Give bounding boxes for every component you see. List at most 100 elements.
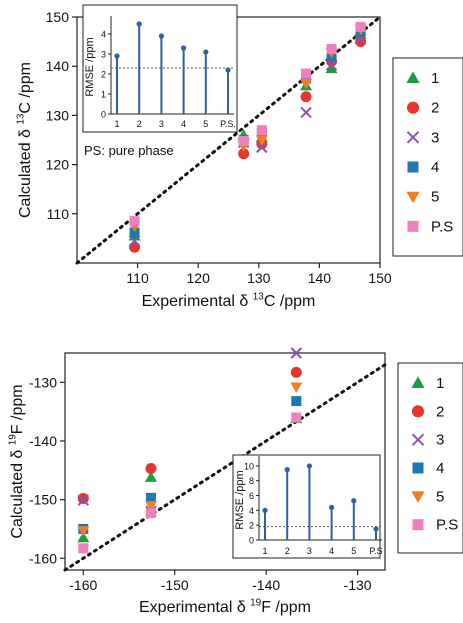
chart-panel-2: -160 -150 -140 -130 -160 -150 -140 -130 Experime… [7,347,463,616]
data-point [291,396,302,407]
data-point [77,494,89,506]
x-tick-label: 110 [126,270,149,286]
legend-label: 2 [431,100,439,117]
parity-line [63,363,387,572]
inset-stem-head [262,507,268,513]
data-point [255,135,268,146]
legend-marker [412,462,424,474]
inset-stem-head [306,463,312,469]
data-point [77,492,89,504]
data-point [144,500,157,512]
legend-marker [411,491,425,503]
inset-stem-head [284,467,290,473]
inset-stem-head [181,45,187,51]
x-tick-label: -130 [344,577,372,593]
legend-label: 4 [431,159,439,176]
series-2 [77,366,302,504]
legend-marker [411,433,425,446]
legend-marker [406,191,420,204]
data-point [290,366,302,378]
data-point [145,508,156,519]
series-P.S [129,21,366,227]
inset-stem-head [158,33,164,39]
y-tick-label: 150 [46,9,70,25]
inset-stem-head [351,498,357,504]
inset-annotation: PS: pure phase [84,143,174,158]
legend-label: 1 [431,70,439,87]
legend-frame [392,57,463,257]
y-axis-label: Calculated δ 13C /ppm [15,62,34,218]
legend-label: 5 [431,189,439,206]
y-tick-label: -160 [29,550,57,566]
legend-marker [412,519,424,531]
inset-stem-head [136,21,142,27]
x-tick-label: 120 [187,270,211,286]
x-tick-label: 130 [247,270,271,286]
data-point [78,543,89,554]
inset-y-tick-label: 6 [249,491,254,501]
inset-category-label: P.S. [220,119,236,129]
inset-y-tick-label: 10 [244,461,254,471]
plot-frame [64,352,386,571]
data-point [326,43,337,54]
inset-category-label: 5 [351,546,356,556]
data-point [300,91,312,103]
inset-category-label: 3 [159,119,164,129]
y-tick-label: -140 [29,433,57,449]
data-point [256,125,267,136]
data-point [290,347,303,359]
legend-marker [406,131,420,144]
y-axis-label: Calculated δ 19F /ppm [7,384,26,538]
inset-y-tick-label: 0 [101,110,106,120]
data-point [325,59,338,71]
data-point [300,106,312,119]
data-point [238,135,249,146]
inset-stem-head [373,526,379,532]
legend-label: P.S [436,517,458,534]
legend-label: 3 [431,129,439,146]
data-point [145,463,157,475]
inset-y-tick-label: 2 [249,521,254,531]
inset-y-tick-label: 4 [101,30,106,40]
inset-y-tick-label: 8 [249,476,254,486]
data-point [238,148,250,160]
y-tick-label: 120 [46,157,70,173]
data-point [355,36,367,48]
x-tick-label: -140 [252,577,280,593]
inset-y-axis-label: RMSE /ppm [84,37,96,96]
series-P.S [78,412,302,554]
data-point [145,492,156,503]
y-tick-label: -130 [29,374,57,390]
x-axis-label: Experimental δ 13C /ppm [142,291,316,310]
chart-panel-1: 110 120 130 140 150110120130140150Experiment… [15,4,463,310]
data-point [291,412,302,423]
data-point [355,21,366,32]
x-tick-label: 150 [368,270,392,286]
inset-category-label: 1 [262,546,267,556]
y-tick-label: 130 [46,107,70,123]
inset-category-label: 2 [137,119,142,129]
y-tick-label: 140 [46,58,70,74]
legend-label: 1 [436,375,444,392]
data-point [256,141,268,154]
legend-label: P.S [431,218,453,235]
inset-category-label: 5 [203,119,208,129]
x-tick-label: 140 [308,270,332,286]
y-tick-label: -150 [29,492,57,508]
series-5 [77,382,303,537]
inset-stem-head [203,49,209,55]
inset-y-tick-label: 2 [101,70,106,80]
legend-marker [406,101,420,114]
inset-category-label: 4 [329,546,334,556]
inset-y-tick-label: 0 [249,536,254,546]
data-point [128,235,141,247]
legend-marker [411,376,425,388]
y-tick-label: 110 [47,206,70,222]
data-point [290,382,303,394]
inset-y-tick-label: 4 [249,506,254,516]
data-point [325,62,338,74]
data-point [77,526,90,537]
